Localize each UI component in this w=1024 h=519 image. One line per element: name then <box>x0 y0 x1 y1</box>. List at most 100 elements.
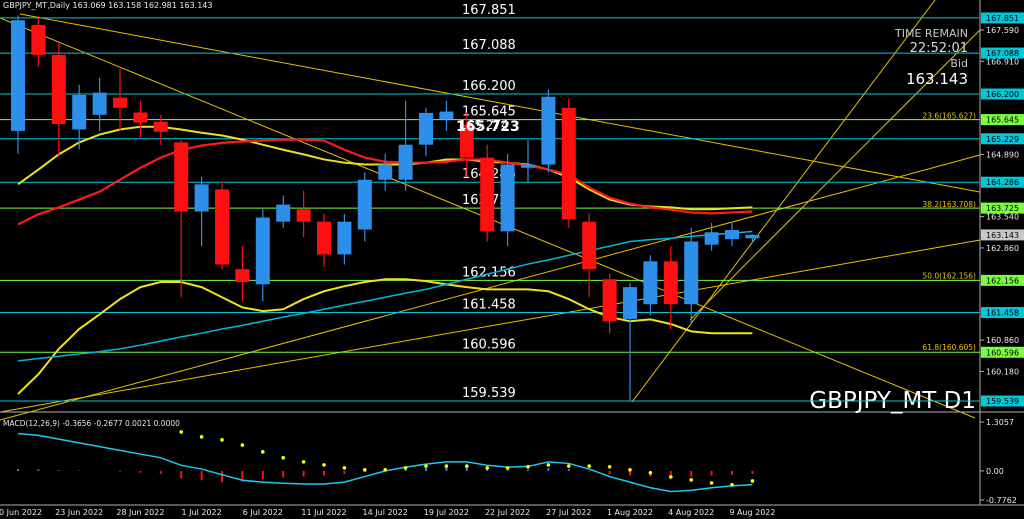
candle-body <box>643 261 658 305</box>
level-label: 166.200 <box>462 79 516 94</box>
histogram-bar <box>241 470 244 482</box>
signal-dot <box>444 464 449 468</box>
x-tick-label: 22 Jul 2022 <box>485 508 530 517</box>
candle-body <box>51 54 66 124</box>
level-tag-label: 165.229 <box>986 135 1019 144</box>
histogram-bar <box>37 469 40 471</box>
bid-tag <box>981 229 1024 241</box>
signal-dot <box>220 438 224 442</box>
bid-price: 163.143 <box>906 70 968 88</box>
candle-body <box>276 204 291 222</box>
histogram-bar <box>159 470 162 474</box>
histogram-bar <box>629 470 631 476</box>
candle-body <box>602 279 617 322</box>
signal-dot <box>730 482 734 487</box>
signal-dot <box>363 467 367 472</box>
signal-dot <box>648 470 653 475</box>
candle-body <box>745 234 760 239</box>
y-tick-label: 163.540 <box>986 213 1019 222</box>
macd-title: MACD(12,26,9) -0.3656 -0.2677 0.0021 0.0… <box>3 419 180 428</box>
candle-body <box>725 229 739 240</box>
candle-body <box>459 124 474 158</box>
y-tick-label: 166.910 <box>986 57 1019 66</box>
signal-dot <box>301 460 306 464</box>
candle-body <box>623 287 637 319</box>
histogram-bar <box>302 470 305 477</box>
x-tick-label: 20 Jun 2022 <box>0 508 42 517</box>
histogram-bar <box>547 467 550 471</box>
signal-dot <box>322 463 326 467</box>
price-annotation: 165.274 <box>459 118 509 132</box>
level-tag <box>981 395 1024 407</box>
signal-dot <box>383 467 388 472</box>
level-label: 161.458 <box>462 298 516 313</box>
time-label: TIME REMAIN <box>894 27 968 40</box>
histogram-bar <box>567 469 570 471</box>
signal-dot <box>587 464 591 468</box>
signal-dot <box>424 464 428 468</box>
signal-dot <box>261 450 265 454</box>
histogram-bar <box>221 470 223 483</box>
candle-body <box>337 221 352 255</box>
level-tag <box>981 88 1024 100</box>
fibo-label: 38.2(163.708) <box>922 200 976 209</box>
signal-dot <box>567 464 571 468</box>
signal-dot <box>607 465 612 469</box>
level-label: 160.596 <box>462 337 516 352</box>
candle-body <box>235 269 250 283</box>
histogram-bar <box>119 470 121 472</box>
signal-dot <box>342 466 347 470</box>
histogram-bar <box>506 469 509 471</box>
x-tick-label: 1 Jul 2022 <box>182 508 222 517</box>
histogram-bar <box>425 467 427 471</box>
candle-body <box>194 184 209 212</box>
y-tick-label: 160.860 <box>986 336 1019 345</box>
level-tag-label: 164.286 <box>986 178 1019 187</box>
signal-dot <box>689 478 693 482</box>
level-tag-label: 167.088 <box>986 49 1019 58</box>
trendline <box>0 239 981 413</box>
histogram-bar <box>751 470 754 474</box>
candle-body <box>582 221 597 270</box>
candle-body <box>317 221 331 255</box>
signal-dot <box>709 481 714 485</box>
candle-body <box>398 144 413 180</box>
signal-dot <box>546 463 551 467</box>
candle-body <box>31 24 46 55</box>
histogram-bar <box>669 470 672 478</box>
level-tag-label: 163.725 <box>986 204 1019 213</box>
level-tag <box>981 12 1024 24</box>
histogram-bar <box>343 470 346 474</box>
x-tick-label: 9 Aug 2022 <box>729 508 775 517</box>
x-tick-label: 6 Jul 2022 <box>243 508 283 517</box>
y-tick-label: 0.00 <box>986 467 1004 476</box>
level-tag-label: 166.200 <box>986 90 1019 99</box>
candle-body <box>561 107 576 220</box>
x-tick-label: 1 Aug 2022 <box>607 508 653 517</box>
histogram-bar <box>261 470 264 480</box>
signal-dot <box>281 456 286 460</box>
histogram-bar <box>710 470 713 476</box>
bid-label: Bid <box>950 57 968 70</box>
histogram-bar <box>404 469 407 471</box>
fibo-label: 50.0(162.156) <box>922 271 976 280</box>
level-tag-label: 162.156 <box>986 276 1019 285</box>
level-label: 165.645 <box>462 105 516 120</box>
candle-body <box>480 157 495 232</box>
candle-body <box>72 94 87 130</box>
level-tag <box>981 133 1024 145</box>
histogram-bar <box>180 470 183 479</box>
x-tick-label: 28 Jun 2022 <box>116 508 164 517</box>
histogram-bar <box>445 467 448 471</box>
y-tick-label: 160.180 <box>986 367 1019 376</box>
y-tick-label: 164.890 <box>986 150 1019 159</box>
x-tick-label: 19 Jul 2022 <box>424 508 469 517</box>
level-tag-label: 159.539 <box>986 397 1019 406</box>
level-tag <box>981 47 1024 59</box>
level-label: 167.088 <box>462 38 516 53</box>
y-tick-label: -0.7762 <box>986 496 1017 505</box>
trendline <box>19 13 981 193</box>
price-annotation: 165.723 <box>456 119 520 135</box>
candle-body <box>378 164 393 180</box>
signal-dot <box>179 430 183 434</box>
